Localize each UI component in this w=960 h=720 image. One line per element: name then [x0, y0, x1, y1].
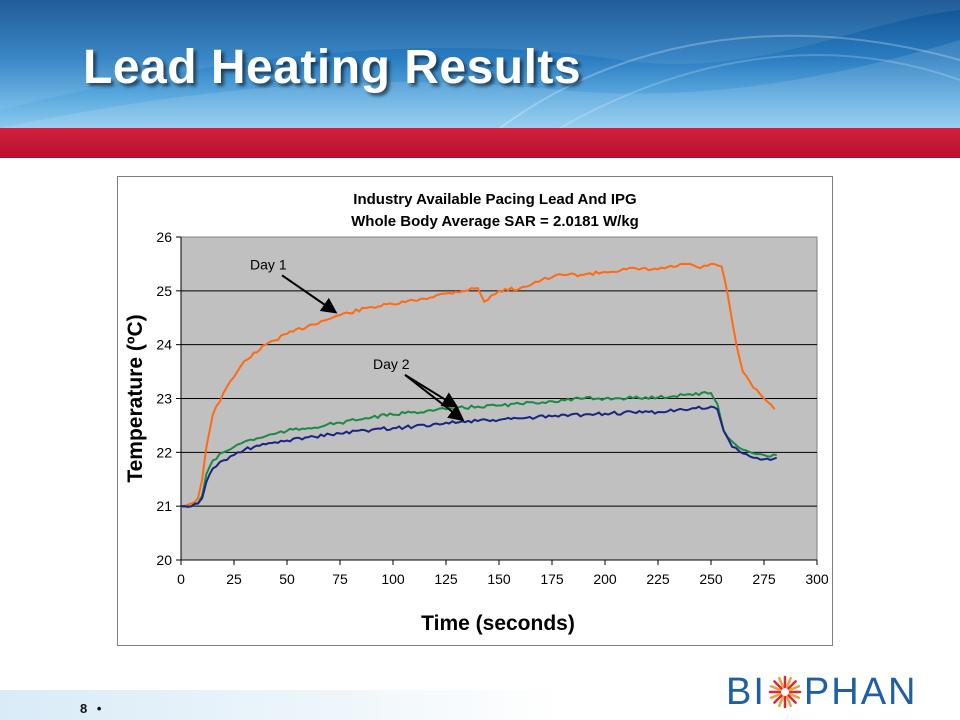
x-tick-label: 0	[177, 571, 185, 587]
biophan-logo: BI PHAN	[726, 671, 948, 713]
series-line-3	[180, 405, 778, 508]
page-number: 8 •	[80, 701, 101, 716]
x-axis-label: Time (seconds)	[421, 612, 575, 635]
logo-text-bi: BI	[726, 670, 766, 713]
y-tick-label: 23	[156, 391, 172, 407]
chart-subtitle: Whole Body Average SAR = 2.0181 W/kg	[351, 213, 639, 230]
annotation-arrow	[404, 374, 465, 422]
chart-title: Industry Available Pacing Lead And IPG	[353, 191, 636, 208]
y-tick-label: 21	[156, 498, 172, 514]
x-tick-label: 275	[752, 571, 776, 587]
logo-text-phan: PHAN	[803, 670, 918, 713]
y-tick-label: 24	[156, 337, 172, 353]
y-tick-label: 25	[156, 283, 172, 299]
chart-container: 20 21 22 23 24 25 26 0 25 50 75 100 125 150 175 200 225 2…	[117, 176, 833, 646]
series-line-1	[180, 262, 776, 508]
x-tick-label: 200	[593, 571, 617, 587]
axes: 20 21 22 23 24 25 26 0 25 50 75 100 125 150 175 200 225 2…	[156, 229, 828, 587]
annotation-arrow	[281, 274, 338, 314]
x-tick-label: 225	[646, 571, 670, 587]
chart-svg: 20 21 22 23 24 25 26 0 25 50 75 100 125 150 175 200 225 2…	[124, 191, 829, 635]
sunburst-icon	[768, 675, 802, 709]
y-tick-label: 26	[156, 229, 172, 245]
red-accent-bar	[0, 128, 960, 158]
y-axis-label: Temperature (ºC)	[124, 314, 147, 482]
series-line-2	[180, 391, 777, 508]
annotation-label-1: Day 1	[250, 256, 287, 272]
title-banner: Lead Heating Results	[0, 0, 960, 128]
series-layer	[180, 262, 778, 508]
banner-wave-decoration	[0, 0, 960, 128]
y-tick-label: 20	[156, 552, 172, 568]
footer-bar	[0, 690, 560, 720]
slide-title: Lead Heating Results	[83, 41, 582, 94]
x-tick-label: 75	[332, 571, 348, 587]
x-tick-label: 125	[434, 571, 458, 587]
x-tick-label: 250	[699, 571, 723, 587]
page-number-value: 8	[80, 701, 88, 716]
annotation-label-2: Day 2	[373, 356, 410, 372]
x-tick-label: 25	[226, 571, 242, 587]
annotation-arrow	[404, 374, 459, 408]
y-tick-label: 22	[156, 444, 172, 460]
x-tick-label: 50	[279, 571, 295, 587]
x-tick-label: 175	[540, 571, 564, 587]
x-tick-label: 300	[805, 571, 829, 587]
x-tick-label: 150	[487, 571, 511, 587]
annotations: Day 1 Day 2	[250, 256, 465, 422]
page-number-bullet: •	[96, 701, 102, 716]
x-tick-label: 100	[381, 571, 405, 587]
